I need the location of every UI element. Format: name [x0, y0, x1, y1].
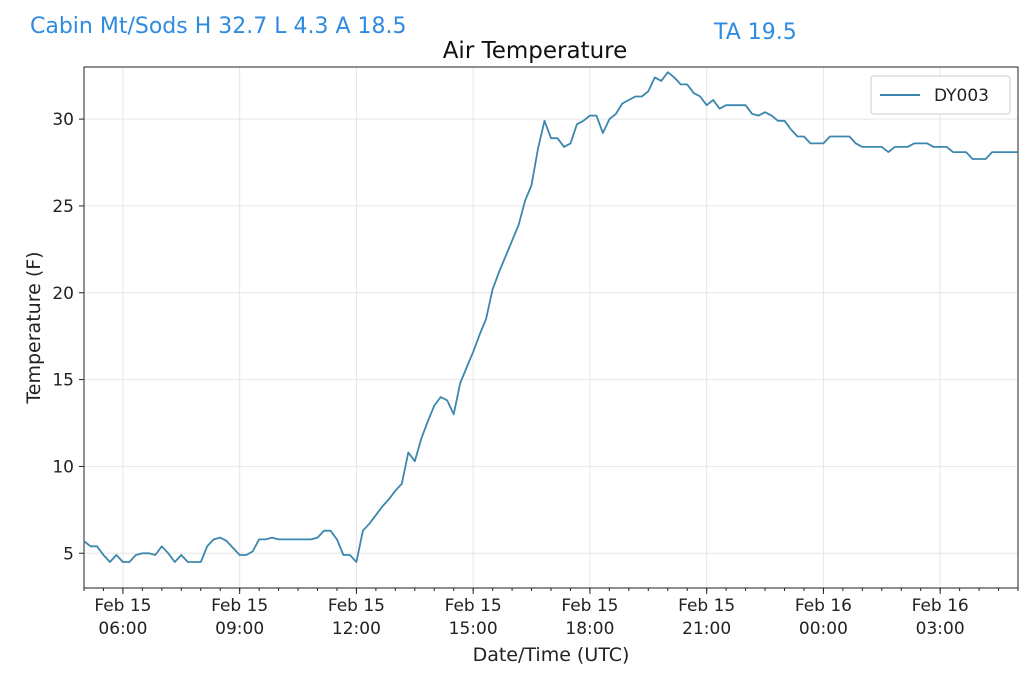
- x-tick-label-time: 06:00: [98, 619, 147, 639]
- ticks: 5 10 15 20 25 30 Feb 15 06:00 Feb 15 09:00 Feb 15 1…: [52, 110, 1019, 639]
- x-tick-label-date: Feb 16: [912, 596, 969, 616]
- x-tick-label-time: 15:00: [449, 619, 498, 639]
- x-tick-label-date: Feb 15: [328, 596, 385, 616]
- x-tick-label-date: Feb 15: [445, 596, 502, 616]
- x-tick-label-time: 00:00: [799, 619, 848, 639]
- x-tick-label-time: 21:00: [682, 619, 731, 639]
- x-tick-label-time: 18:00: [565, 619, 614, 639]
- plot-frame: [83, 66, 1019, 589]
- grid: [84, 67, 1018, 588]
- y-tick-label: 30: [52, 110, 74, 130]
- station-summary: Cabin Mt/Sods H 32.7 L 4.3 A 18.5: [30, 14, 407, 39]
- x-axis-label: Date/Time (UTC): [473, 644, 630, 666]
- y-tick-label: 5: [63, 544, 74, 564]
- legend-box: [870, 75, 1011, 115]
- legend-entry-dy003: DY003: [934, 86, 989, 106]
- y-tick-label: 20: [52, 284, 74, 304]
- series-line-dy003: [83, 71, 1018, 563]
- chart-title: Air Temperature: [443, 38, 628, 64]
- series-layer: [83, 71, 1018, 563]
- x-tick-label-date: Feb 15: [94, 596, 151, 616]
- x-tick-label-date: Feb 15: [678, 596, 735, 616]
- x-tick-label-date: Feb 16: [795, 596, 852, 616]
- ta-readout: TA 19.5: [714, 20, 797, 45]
- y-tick-label: 25: [52, 197, 74, 217]
- y-tick-label: 15: [52, 371, 74, 391]
- x-tick-label-date: Feb 15: [211, 596, 268, 616]
- x-tick-label-time: 09:00: [215, 619, 264, 639]
- y-tick-label: 10: [52, 457, 74, 477]
- x-tick-label-time: 03:00: [916, 619, 965, 639]
- x-tick-label-time: 12:00: [332, 619, 381, 639]
- y-axis-label: Temperature (F): [23, 251, 45, 404]
- x-tick-label-date: Feb 15: [561, 596, 618, 616]
- legend: DY003: [870, 75, 1011, 115]
